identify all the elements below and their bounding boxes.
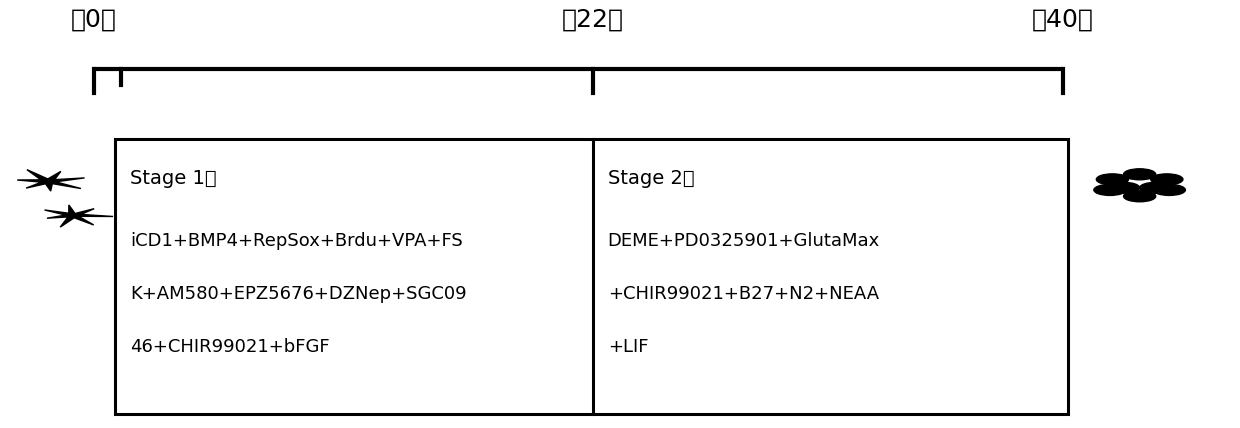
Circle shape bbox=[1094, 184, 1126, 196]
Text: +CHIR99021+B27+N2+NEAA: +CHIR99021+B27+N2+NEAA bbox=[608, 285, 879, 303]
Circle shape bbox=[1096, 174, 1128, 185]
Circle shape bbox=[1123, 191, 1156, 202]
Text: K+AM580+EPZ5676+DZNep+SGC09: K+AM580+EPZ5676+DZNep+SGC09 bbox=[130, 285, 466, 303]
Text: +LIF: +LIF bbox=[608, 338, 649, 356]
Bar bbox=[115, 139, 1068, 414]
Polygon shape bbox=[17, 169, 84, 191]
Text: 46+CHIR99021+bFGF: 46+CHIR99021+bFGF bbox=[130, 338, 330, 356]
Text: 第40天: 第40天 bbox=[1032, 7, 1094, 31]
Text: Stage 2：: Stage 2： bbox=[608, 169, 694, 188]
Circle shape bbox=[1107, 182, 1140, 193]
Text: iCD1+BMP4+RepSox+Brdu+VPA+FS: iCD1+BMP4+RepSox+Brdu+VPA+FS bbox=[130, 232, 463, 250]
Text: 第0天: 第0天 bbox=[71, 7, 117, 31]
Circle shape bbox=[1140, 182, 1172, 193]
Circle shape bbox=[1151, 174, 1183, 185]
Text: 第22天: 第22天 bbox=[562, 7, 624, 31]
Circle shape bbox=[1123, 169, 1156, 180]
Text: DEME+PD0325901+GlutaMax: DEME+PD0325901+GlutaMax bbox=[608, 232, 880, 250]
Circle shape bbox=[1153, 184, 1185, 196]
Polygon shape bbox=[45, 205, 113, 227]
Text: Stage 1：: Stage 1： bbox=[130, 169, 217, 188]
